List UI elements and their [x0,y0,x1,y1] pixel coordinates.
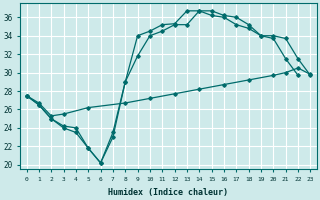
X-axis label: Humidex (Indice chaleur): Humidex (Indice chaleur) [108,188,228,197]
